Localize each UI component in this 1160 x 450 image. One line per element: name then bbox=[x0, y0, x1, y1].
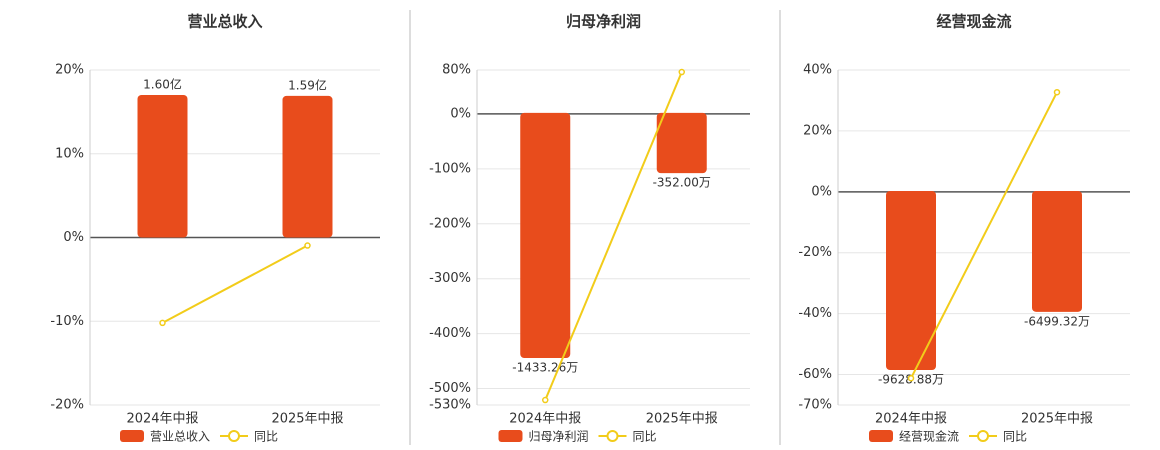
y-tick-label: 40% bbox=[803, 63, 832, 78]
bar bbox=[282, 95, 333, 238]
bar bbox=[656, 112, 707, 174]
bar bbox=[137, 94, 188, 238]
y-tick-label: -400% bbox=[429, 326, 471, 341]
line bbox=[910, 91, 1058, 379]
y-tick-label: -10% bbox=[50, 314, 84, 329]
y-tick-label: -60% bbox=[798, 367, 832, 382]
x-tick-label: 2024年中报 bbox=[126, 412, 198, 427]
legend-label: 归母净利润 bbox=[529, 430, 589, 444]
x-tick-label: 2024年中报 bbox=[875, 412, 947, 427]
data-label: -352.00万 bbox=[653, 176, 711, 190]
y-tick-label: -20% bbox=[50, 398, 84, 413]
bar bbox=[520, 112, 571, 359]
y-tick-label: -100% bbox=[429, 161, 471, 176]
legend-label: 同比 bbox=[1003, 430, 1027, 444]
y-tick-label: 0% bbox=[63, 230, 84, 245]
bar bbox=[886, 191, 936, 371]
y-tick-label: 10% bbox=[55, 146, 84, 161]
legend-label: 同比 bbox=[633, 430, 657, 444]
x-tick-label: 2025年中报 bbox=[1021, 412, 1093, 427]
y-tick-label: -500% bbox=[429, 381, 471, 396]
legend-marker bbox=[228, 430, 240, 442]
point bbox=[907, 374, 915, 382]
y-tick-label: 0% bbox=[811, 184, 832, 199]
x-tick-label: 2025年中报 bbox=[646, 412, 718, 427]
point bbox=[542, 396, 549, 404]
x-tick-label: 2025年中报 bbox=[271, 412, 343, 427]
y-tick-label: -200% bbox=[429, 216, 471, 231]
y-tick-label: -70% bbox=[798, 398, 832, 413]
point bbox=[159, 319, 166, 327]
legend-swatch bbox=[120, 430, 144, 442]
y-tick-label: 20% bbox=[803, 123, 832, 138]
point bbox=[678, 68, 685, 76]
x-tick-label: 2024年中报 bbox=[509, 412, 581, 427]
y-tick-label: -20% bbox=[798, 245, 832, 260]
line bbox=[544, 71, 683, 401]
legend-marker bbox=[606, 430, 619, 442]
y-tick-label: -40% bbox=[798, 306, 832, 321]
point bbox=[304, 242, 311, 249]
legend-marker bbox=[977, 430, 989, 442]
legend-label: 营业总收入 bbox=[150, 430, 210, 444]
legend-swatch bbox=[869, 430, 893, 442]
y-tick-label: 0% bbox=[450, 106, 471, 121]
data-label: 1.59亿 bbox=[288, 77, 327, 92]
y-tick-label: 20% bbox=[55, 63, 84, 78]
y-tick-label: -300% bbox=[429, 271, 471, 286]
line bbox=[162, 244, 308, 324]
y-tick-label: -530% bbox=[429, 398, 471, 413]
chart-title: 归母净利润 bbox=[566, 13, 641, 31]
legend-label: 同比 bbox=[254, 430, 278, 444]
bar bbox=[1032, 191, 1082, 312]
legend-label: 经营现金流 bbox=[899, 429, 959, 444]
y-tick-label: 80% bbox=[442, 63, 471, 78]
data-label: -6499.32万 bbox=[1024, 314, 1090, 328]
legend-swatch bbox=[498, 430, 523, 442]
chart-title: 营业总收入 bbox=[187, 13, 262, 31]
point bbox=[1053, 88, 1061, 96]
chart-title: 经营现金流 bbox=[936, 13, 1011, 31]
data-label: -1433.26万 bbox=[512, 361, 578, 375]
data-label: 1.60亿 bbox=[143, 76, 182, 91]
